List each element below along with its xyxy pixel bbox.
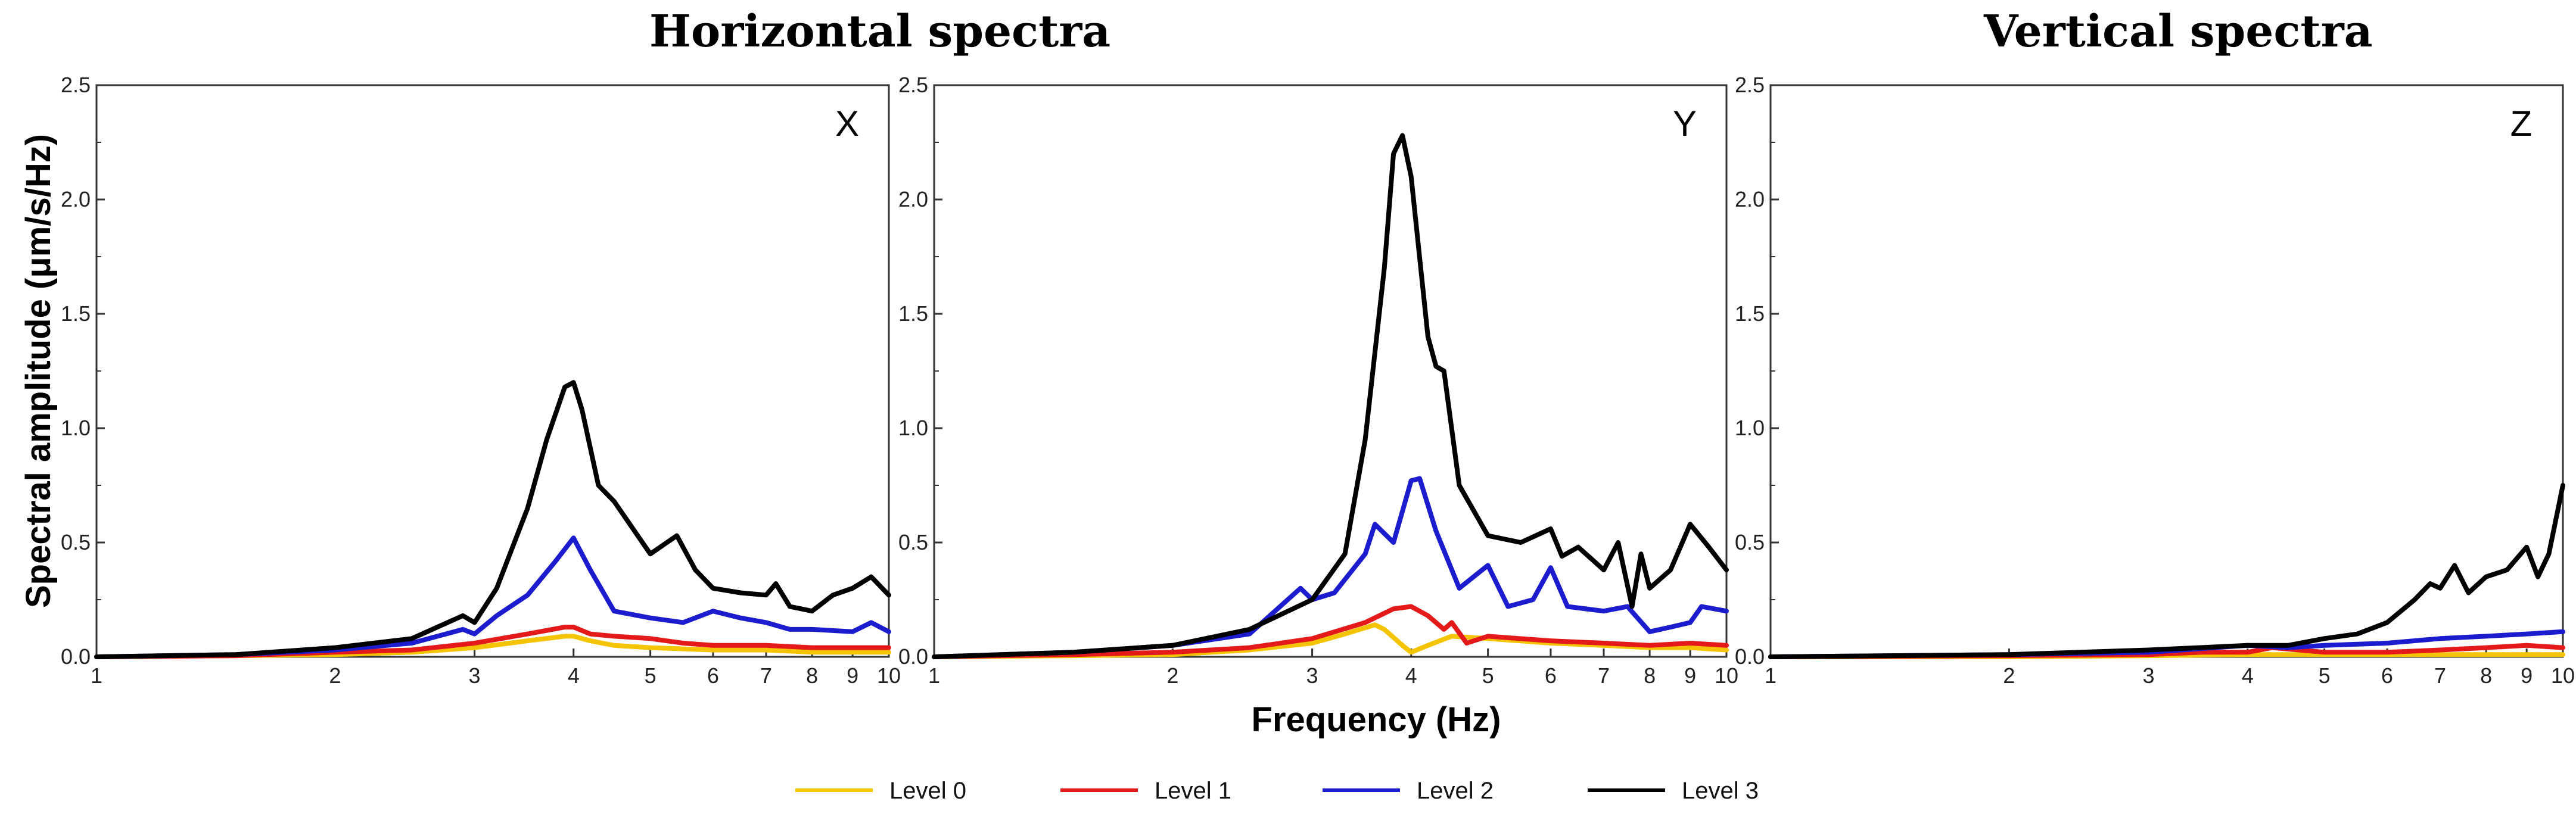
- y-tick-label: 1.0: [61, 416, 91, 440]
- legend-label: Level 2: [1417, 778, 1494, 804]
- x-axis-title: Frequency (Hz): [1252, 700, 1501, 739]
- x-tick-label: 5: [1482, 663, 1494, 688]
- y-tick-label: 2.5: [61, 73, 91, 97]
- series-level-1: [94, 625, 891, 659]
- x-tick-label: 3: [2143, 663, 2155, 688]
- y-tick-label: 1.0: [898, 416, 928, 440]
- legend-label: Level 0: [889, 778, 966, 804]
- y-tick-label: 2.5: [898, 73, 928, 97]
- x-tick-label: 10: [877, 663, 901, 688]
- x-tick-label: 10: [1715, 663, 1738, 688]
- x-tick-label: 5: [2319, 663, 2331, 688]
- x-tick-label: 1: [1765, 663, 1777, 688]
- x-tick-label: 3: [469, 663, 481, 688]
- panel-x: 0.0 0.5 1.0 1.5 2.0 2.5 1 2 3 4 5 6 7 8 9 10 X: [61, 73, 901, 688]
- legend-label: Level 1: [1155, 778, 1231, 804]
- panel-label: X: [835, 104, 859, 144]
- panel-y: 0.0 0.5 1.0 1.5 2.0 2.5 1 2 3 4 5 6 7 8 9 10 Y: [898, 73, 1738, 688]
- x-tick-label: 7: [2434, 663, 2446, 688]
- x-tick-label: 9: [1684, 663, 1696, 688]
- x-tick-label: 4: [1405, 663, 1417, 688]
- x-tick-label: 5: [645, 663, 657, 688]
- y-tick-label: 2.0: [61, 187, 91, 211]
- x-tick-label: 6: [1545, 663, 1557, 688]
- y-tick-label: 0.5: [898, 530, 928, 554]
- x-tick-label: 6: [2381, 663, 2393, 688]
- x-tick-label: 4: [2242, 663, 2254, 688]
- y-tick-label: 0.0: [61, 644, 91, 669]
- y-tick-label: 2.0: [898, 187, 928, 211]
- vertical-spectra-title: Vertical spectra: [1984, 6, 2373, 57]
- y-tick-label: 2.0: [1735, 187, 1765, 211]
- x-tick-label: 3: [1306, 663, 1318, 688]
- series-level-2: [94, 535, 891, 659]
- horizontal-spectra-title: Horizontal spectra: [649, 6, 1111, 57]
- legend: Level 0 Level 1 Level 2 Level 3: [795, 778, 1759, 804]
- y-tick-label: 1.5: [898, 301, 928, 326]
- y-tick-label: 2.5: [1735, 73, 1765, 97]
- x-tick-label: 8: [806, 663, 818, 688]
- y-tick-label: 0.5: [1735, 530, 1765, 554]
- y-tick-label: 0.0: [1735, 644, 1765, 669]
- panel-z: 0.0 0.5 1.0 1.5 2.0 2.5 1 2 3 4 5 6 7 8 9 10 Z: [1735, 73, 2575, 688]
- y-axis-title: Spectral amplitude (μm/s/Hz): [19, 134, 58, 608]
- x-tick-label: 2: [329, 663, 341, 688]
- panel-label: Z: [2510, 104, 2533, 144]
- panel-label: Y: [1673, 104, 1697, 144]
- x-tick-label: 10: [2551, 663, 2575, 688]
- x-tick-label: 4: [568, 663, 580, 688]
- x-tick-label: 9: [847, 663, 858, 688]
- x-tick-label: 8: [2480, 663, 2492, 688]
- x-tick-label: 9: [2521, 663, 2533, 688]
- y-tick-label: 1.0: [1735, 416, 1765, 440]
- y-tick-label: 0.0: [898, 644, 928, 669]
- y-tick-label: 1.5: [1735, 301, 1765, 326]
- y-tick-label: 0.5: [61, 530, 91, 554]
- x-tick-label: 1: [928, 663, 940, 688]
- x-tick-label: 8: [1644, 663, 1656, 688]
- series-level-3: [94, 380, 891, 659]
- y-tick-label: 1.5: [61, 301, 91, 326]
- x-tick-label: 2: [1166, 663, 1178, 688]
- x-tick-label: 2: [2003, 663, 2015, 688]
- x-tick-label: 6: [707, 663, 719, 688]
- plot-frame: [1769, 84, 2564, 658]
- legend-label: Level 3: [1682, 778, 1759, 804]
- series-level-2: [932, 476, 1729, 659]
- series-level-3: [1768, 483, 2565, 659]
- series-level-3: [932, 133, 1729, 659]
- x-tick-label: 7: [1598, 663, 1610, 688]
- x-tick-label: 1: [91, 663, 102, 688]
- series-level-1: [932, 604, 1729, 659]
- x-tick-label: 7: [760, 663, 772, 688]
- plot-frame: [95, 84, 890, 658]
